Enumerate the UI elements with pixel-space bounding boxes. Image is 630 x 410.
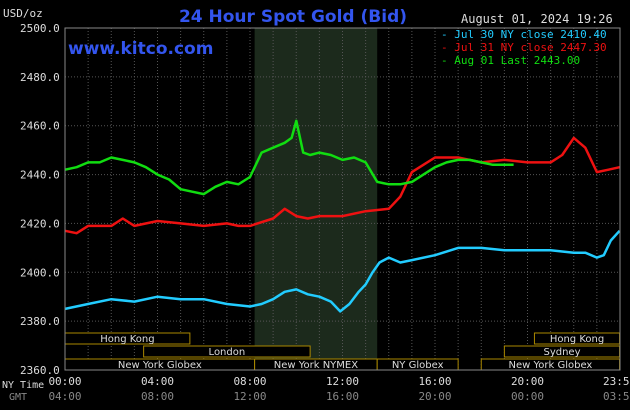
- legend-entry-jul31: - Jul 31 NY close 2447.30: [441, 41, 607, 54]
- series-line-aug01: [64, 119, 514, 196]
- x-tick-label-ny: 20:00: [511, 375, 544, 388]
- plot-border: [64, 27, 621, 371]
- x-tick-label-gmt: 16:00: [326, 390, 359, 403]
- market-session-label: Hong Kong: [100, 334, 154, 345]
- axes: 2500.0 2480.0 2460.0 2440.0 2420.0 2400.0 2380…: [2, 22, 630, 403]
- y-tick-label: 2420.0: [20, 217, 60, 230]
- market-session-label: New York Globex: [508, 360, 592, 371]
- y-tick-label: 2500.0: [20, 22, 60, 35]
- market-session-label: London: [209, 347, 246, 358]
- market-session-label: New York NYMEX: [274, 360, 359, 371]
- x-tick-label-gmt: 04:00: [48, 390, 81, 403]
- x-tick-label-ny: 16:00: [418, 375, 451, 388]
- x-tick-label-ny: 08:00: [233, 375, 266, 388]
- x-tick-label-ny: 23:59: [603, 375, 630, 388]
- x-tick-label-gmt: 20:00: [418, 390, 451, 403]
- x-axis-label-ny: NY Time: [2, 380, 44, 391]
- legend: - Jul 30 NY close 2410.40- Jul 31 NY clo…: [441, 28, 607, 67]
- market-session-box: [143, 345, 311, 358]
- y-tick-label: 2440.0: [20, 169, 60, 182]
- series-line-jul30: [64, 229, 621, 313]
- x-tick-label-ny: 00:00: [48, 375, 81, 388]
- market-session-label: New York Globex: [118, 360, 202, 371]
- x-tick-label-gmt: 00:00: [511, 390, 544, 403]
- legend-entry-jul30: - Jul 30 NY close 2410.40: [441, 28, 607, 41]
- chart-title: 24 Hour Spot Gold (Bid): [179, 7, 407, 27]
- legend-entry-aug01: - Aug 01 Last 2443.00: [441, 54, 580, 67]
- x-axis-label-gmt: GMT: [9, 392, 27, 403]
- grid-lines: [65, 27, 620, 371]
- x-tick-label-gmt: 03:59: [603, 390, 630, 403]
- x-tick-label-ny: 12:00: [326, 375, 359, 388]
- y-tick-label: 2400.0: [20, 266, 60, 279]
- y-tick-label: 2480.0: [20, 71, 60, 84]
- y-tick-label: 2460.0: [20, 120, 60, 133]
- x-tick-label-gmt: 08:00: [141, 390, 174, 403]
- y-tick-label: 2380.0: [20, 315, 60, 328]
- market-session-label: NY Globex: [392, 360, 444, 371]
- y-tick-label: 2360.0: [20, 364, 60, 377]
- timestamp: August 01, 2024 19:26: [461, 12, 613, 26]
- market-session-label: Sydney: [543, 347, 580, 358]
- market-sessions: Hong Kong London New York Globex New York N…: [64, 332, 621, 371]
- x-tick-label-ny: 04:00: [141, 375, 174, 388]
- x-tick-label-gmt: 12:00: [233, 390, 266, 403]
- series-line-jul31: [64, 136, 620, 235]
- watermark: www.kitco.com: [68, 39, 213, 59]
- nymex-session-highlight: [254, 28, 378, 370]
- market-session-label: Hong Kong: [550, 334, 604, 345]
- y-axis-label: USD/oz: [3, 7, 43, 20]
- price-series: [64, 119, 621, 313]
